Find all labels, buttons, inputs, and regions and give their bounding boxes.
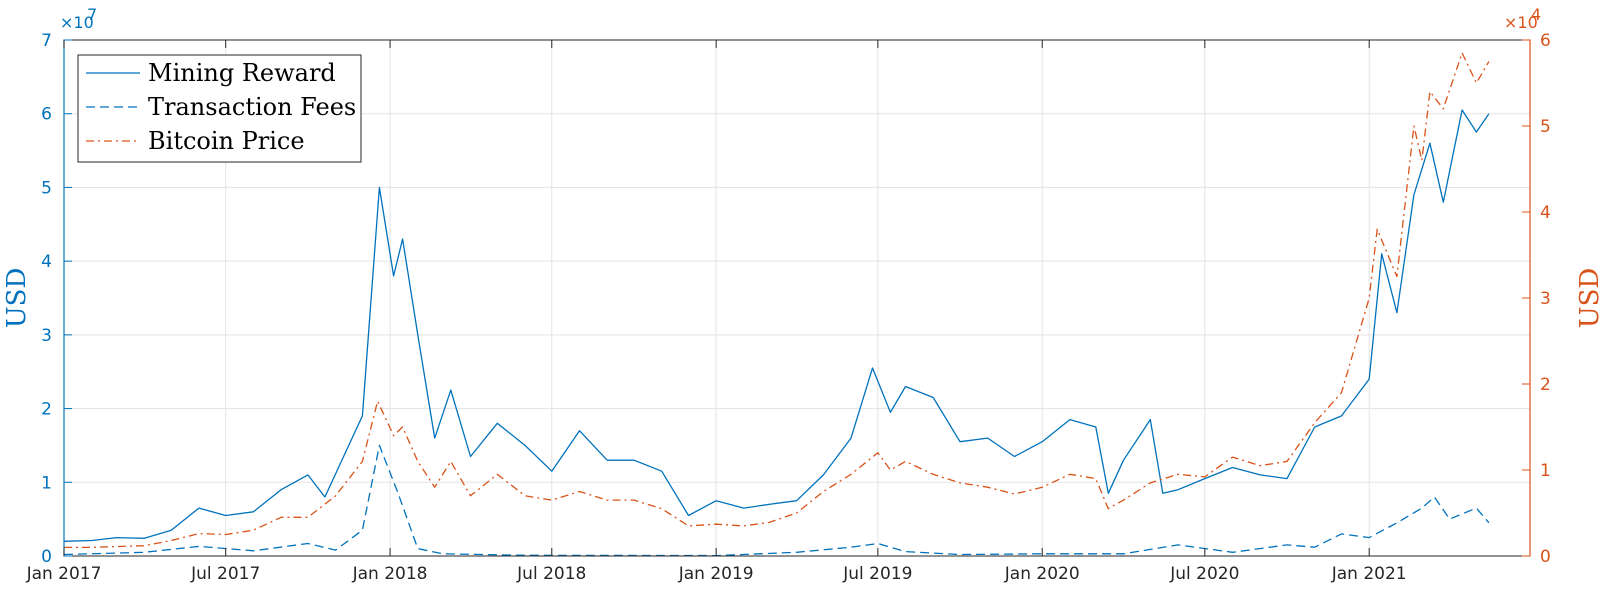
right-axis-multiplier: ×10	[1504, 13, 1538, 32]
left-tick-label: 1	[41, 473, 52, 493]
series-line-transaction-fees	[63, 444, 1490, 557]
left-axis-multiplier-exponent: 7	[87, 5, 97, 24]
x-tick-label: Jul 2020	[1169, 564, 1239, 584]
right-tick-label: 2	[1540, 375, 1551, 395]
x-tick-label: Jan 2020	[1004, 564, 1080, 584]
series-line-bitcoin-price	[64, 52, 1490, 549]
left-tick-label: 3	[41, 326, 52, 346]
left-tick-label: 6	[41, 105, 52, 125]
series-layer	[63, 52, 1490, 557]
x-tick-label: Jul 2017	[190, 564, 260, 584]
legend-label: Transaction Fees	[148, 93, 356, 121]
legend-label: Mining Reward	[148, 59, 336, 87]
right-tick-label: 4	[1540, 203, 1551, 223]
x-tick-label: Jan 2021	[1331, 564, 1407, 584]
series-line-mining-reward	[63, 109, 1490, 542]
left-tick-label: 4	[41, 252, 52, 272]
left-tick-label: 7	[41, 31, 52, 51]
left-tick-label: 2	[41, 400, 52, 420]
right-tick-label: 0	[1540, 547, 1551, 567]
left-tick-label: 0	[41, 547, 52, 567]
right-tick-label: 1	[1540, 461, 1551, 481]
right-axis-multiplier-exponent: 4	[1531, 5, 1541, 24]
x-tick-label: Jan 2018	[352, 564, 428, 584]
x-tick-label: Jul 2019	[842, 564, 912, 584]
axes-layer: 0 1 2 3 4 5 6 7 0 1 2 3 4 5 6 Jan 2017 Jul 2017 Jan 2018 J…	[2, 5, 1605, 584]
x-tick-label: Jul 2018	[516, 564, 586, 584]
right-tick-label: 6	[1540, 31, 1551, 51]
right-tick-label: 5	[1540, 117, 1551, 137]
left-axis-multiplier: ×10	[60, 13, 94, 32]
x-tick-label: Jan 2017	[26, 564, 102, 584]
left-axis-label: USD	[2, 268, 32, 329]
x-tick-label: Jan 2019	[678, 564, 754, 584]
legend-label: Bitcoin Price	[148, 127, 305, 155]
left-tick-label: 5	[41, 178, 52, 198]
right-axis-label: USD	[1575, 268, 1605, 329]
legend-layer: Mining Reward Transaction Fees Bitcoin Pri…	[77, 54, 362, 163]
right-tick-label: 3	[1540, 289, 1551, 309]
